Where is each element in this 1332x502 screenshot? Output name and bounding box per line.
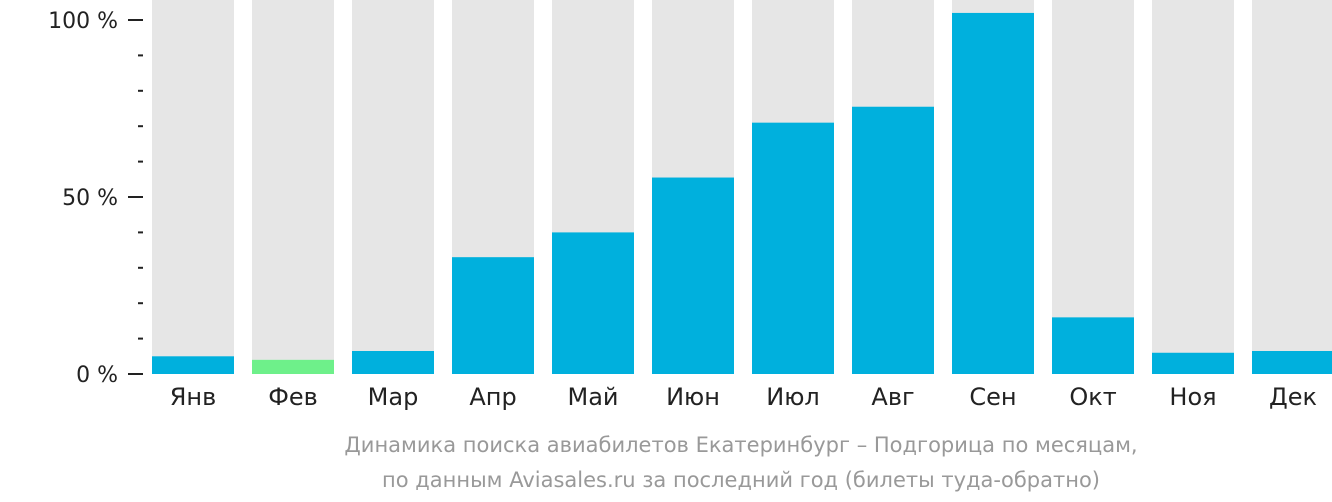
x-tick-label: Окт: [1069, 383, 1116, 411]
x-tick-label: Янв: [170, 383, 217, 411]
bar-track: [1152, 0, 1234, 374]
y-tick-label: 50 %: [62, 186, 118, 211]
bar: [652, 177, 734, 374]
x-tick-label: Ноя: [1169, 383, 1216, 411]
x-tick-label: Сен: [969, 383, 1016, 411]
bar-tracks: [152, 0, 1332, 374]
x-axis: Янв Фев Мар Апр Май Июн Июл Авг Сен Окт Ноя Дек: [170, 383, 1317, 411]
x-tick-label: Июл: [766, 383, 820, 411]
x-tick-label: Апр: [469, 383, 516, 411]
bars: [152, 12, 1332, 374]
bar: [1052, 317, 1134, 374]
bar: [1252, 350, 1332, 374]
y-axis: 0 % 50 % 100 %: [48, 9, 143, 388]
chart-caption-line-1: Динамика поиска авиабилетов Екатеринбург…: [344, 433, 1138, 457]
x-tick-label: Фев: [268, 383, 318, 411]
bar: [1152, 352, 1234, 374]
x-tick-label: Авг: [871, 383, 914, 411]
x-tick-label: Июн: [666, 383, 720, 411]
x-tick-label: Мар: [368, 383, 419, 411]
bar-track: [1252, 0, 1332, 374]
bar-track: [152, 0, 234, 374]
bar-track: [352, 0, 434, 374]
bar-track: [252, 0, 334, 374]
bar: [452, 257, 534, 374]
bar: [952, 12, 1034, 374]
x-tick-label: Май: [567, 383, 618, 411]
chart-caption-line-2: по данным Aviasales.ru за последний год …: [382, 468, 1100, 492]
bar: [852, 106, 934, 374]
bar: [552, 232, 634, 374]
bar-chart: 0 % 50 % 100 % Янв Фев Мар Апр Май Июн Июл Авг Сен…: [48, 0, 1332, 411]
bar: [252, 359, 334, 374]
y-tick-label: 0 %: [76, 363, 118, 388]
y-tick-label: 100 %: [48, 9, 118, 34]
bar-track: [1052, 0, 1134, 374]
bar: [352, 350, 434, 374]
bar: [752, 122, 834, 374]
bar: [152, 356, 234, 374]
x-tick-label: Дек: [1269, 383, 1317, 411]
